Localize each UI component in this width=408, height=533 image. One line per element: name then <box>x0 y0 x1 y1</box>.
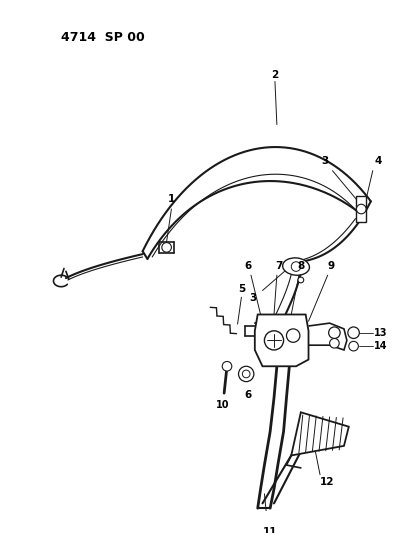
Text: 10: 10 <box>215 400 229 410</box>
Circle shape <box>349 341 358 351</box>
Ellipse shape <box>283 258 309 275</box>
Circle shape <box>286 329 300 342</box>
Circle shape <box>298 277 304 283</box>
Circle shape <box>330 338 339 348</box>
Circle shape <box>357 204 366 214</box>
Text: 5: 5 <box>238 284 245 294</box>
Text: 9: 9 <box>328 261 335 271</box>
Text: 14: 14 <box>374 341 387 351</box>
Text: 1: 1 <box>168 195 175 205</box>
Circle shape <box>162 243 171 252</box>
Polygon shape <box>291 413 349 455</box>
Circle shape <box>239 366 254 382</box>
Text: 3: 3 <box>249 293 257 303</box>
Text: 3: 3 <box>321 156 328 166</box>
Circle shape <box>264 331 284 350</box>
Text: 6: 6 <box>244 390 252 400</box>
Polygon shape <box>255 314 308 366</box>
Text: 2: 2 <box>271 70 279 80</box>
Text: 12: 12 <box>319 477 334 487</box>
Text: 4: 4 <box>375 156 382 166</box>
Circle shape <box>222 361 232 371</box>
Text: 11: 11 <box>263 527 277 533</box>
Text: 4714  SP 00: 4714 SP 00 <box>61 31 145 44</box>
Text: 6: 6 <box>244 261 252 271</box>
Circle shape <box>348 327 359 338</box>
Circle shape <box>291 262 301 271</box>
Text: 8: 8 <box>297 261 304 271</box>
FancyBboxPatch shape <box>357 196 366 222</box>
Text: 7: 7 <box>275 261 282 271</box>
Circle shape <box>242 370 250 378</box>
Circle shape <box>329 327 340 338</box>
Text: 13: 13 <box>374 328 387 338</box>
